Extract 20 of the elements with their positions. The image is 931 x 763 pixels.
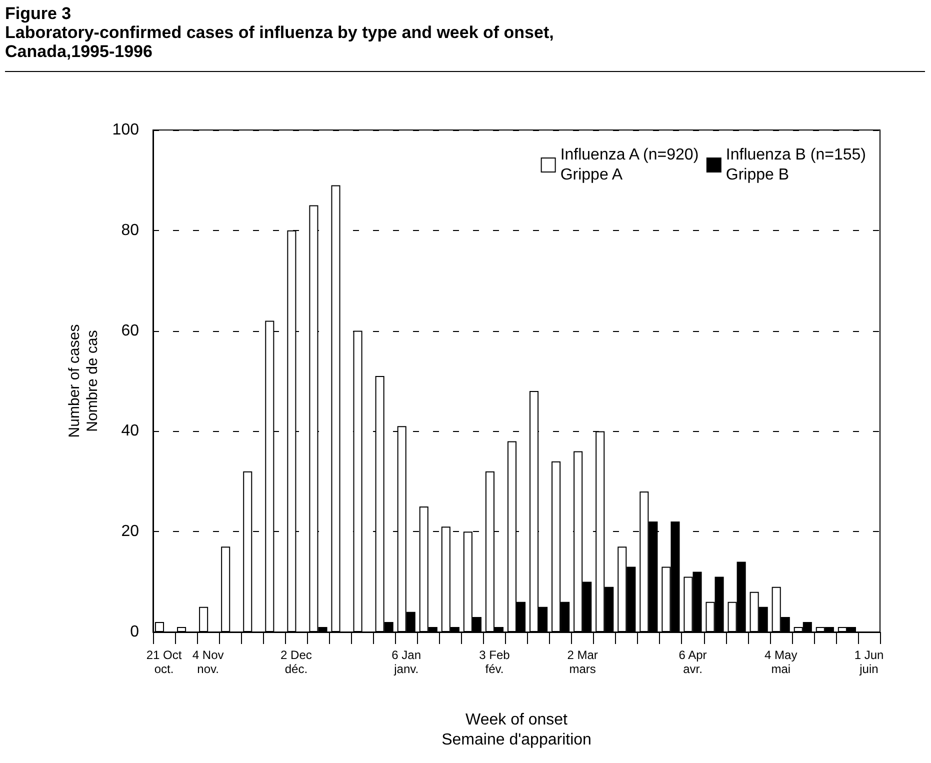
x-tick-label: 3 Feb fév. bbox=[479, 648, 510, 676]
y-tick-label: 80 bbox=[121, 222, 140, 239]
x-tick-label: 1 Jun juin bbox=[854, 648, 884, 676]
y-axis-title: Number of cases Nombre de cas bbox=[66, 324, 101, 438]
y-tick-label: 0 bbox=[130, 624, 140, 640]
x-tick-label: 4 May mai bbox=[764, 648, 798, 676]
x-axis-title: Week of onset Semaine d'apparition bbox=[442, 712, 592, 748]
x-tick-label: 21 Oct oct. bbox=[146, 648, 182, 676]
legend-label: Influenza B (n=155) Grippe B bbox=[726, 146, 866, 184]
x-tick-label: 2 Mar mars bbox=[567, 648, 598, 676]
chart-title: Figure 3 Laboratory-confirmed cases of influenza by type and week of onset, Canada,1995-1996 bbox=[5, 4, 925, 72]
y-tick-label: 20 bbox=[121, 523, 140, 540]
y-tick-label: 40 bbox=[121, 422, 140, 440]
y-tick-label: 60 bbox=[121, 322, 140, 340]
y-tick-label: 100 bbox=[112, 122, 140, 138]
x-tick-label: 6 Jan janv. bbox=[392, 648, 422, 676]
legend-label: Influenza A (n=920) Grippe A bbox=[560, 146, 699, 184]
x-tick-label: 2 Dec déc. bbox=[280, 648, 312, 676]
x-tick-label: 4 Nov nov. bbox=[192, 648, 224, 676]
x-tick-label: 6 Apr avr. bbox=[678, 648, 707, 676]
